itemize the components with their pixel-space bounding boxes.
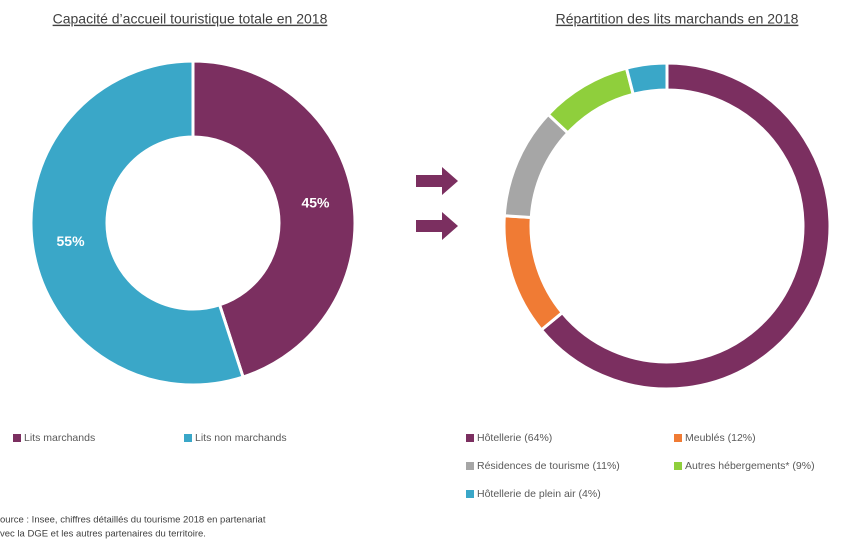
legend-swatch	[466, 490, 474, 498]
arrow	[416, 167, 458, 195]
legend-swatch	[13, 434, 21, 442]
donut-slice	[624, 61, 669, 97]
chart-title: Répartition des lits marchands en 2018	[556, 11, 799, 27]
legend-swatch	[674, 434, 682, 442]
legend-swatch	[466, 462, 474, 470]
legend-label: Meublés (12%)	[685, 432, 756, 444]
legend-swatch	[184, 434, 192, 442]
arrow	[416, 212, 458, 240]
legend-label: Autres hébergements* (9%)	[685, 460, 815, 472]
data-label: 45%	[301, 194, 330, 210]
legend-label: Résidences de tourisme (11%)	[477, 460, 620, 472]
legend-swatch	[466, 434, 474, 442]
legend-label: Lits non marchands	[195, 432, 287, 444]
donut-slice	[29, 59, 245, 387]
donut-slice	[191, 59, 357, 379]
data-label: 55%	[57, 233, 86, 249]
legend-label: Hôtellerie (64%)	[477, 432, 552, 444]
legend-swatch	[674, 462, 682, 470]
legend-label: Lits marchands	[24, 432, 95, 444]
chart-title: Capacité d’accueil touristique totale en…	[53, 11, 328, 27]
source-line: ource : Insee, chiffres détaillés du tou…	[0, 515, 266, 526]
source-line: vec la DGE et les autres partenaires du …	[0, 529, 206, 540]
donut-slice	[539, 61, 832, 391]
legend-label: Hôtellerie de plein air (4%)	[477, 488, 601, 500]
